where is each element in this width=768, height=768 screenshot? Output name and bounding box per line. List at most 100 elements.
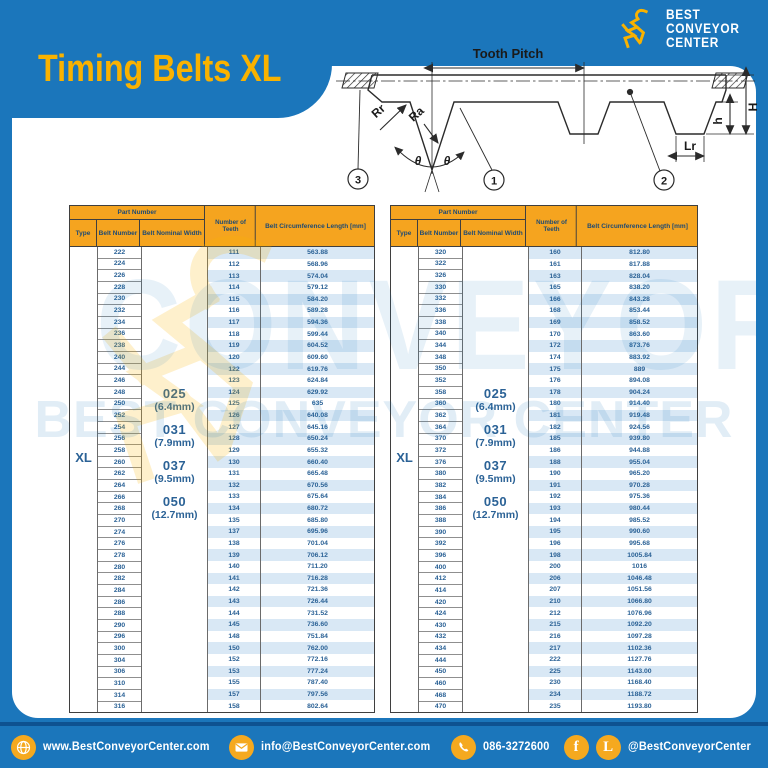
header-belt-nominal-width: Belt Nominal Width	[461, 220, 526, 246]
table-row: 113 574.04	[208, 270, 374, 282]
belt-number-cell: 234	[98, 317, 141, 329]
belt-number-cell: 248	[98, 387, 141, 399]
belt-number-cell: 382	[419, 480, 462, 492]
brand-line-1: BEST	[666, 6, 701, 22]
callout-2-circle	[653, 169, 675, 191]
table-row: 181 919.48	[529, 409, 697, 422]
teeth-cell: 125	[208, 398, 261, 410]
length-cell: 594.36	[307, 319, 328, 327]
length-cell: 797.56	[307, 691, 328, 699]
table-row: 222 1127.76	[529, 653, 697, 666]
table-row: 116 589.28	[208, 305, 374, 317]
teeth-cell: 168	[529, 305, 582, 317]
length-cell: 1188.72	[627, 691, 652, 699]
h-big-label: H	[746, 103, 760, 112]
table-row: 115 584.20	[208, 293, 374, 306]
length-cell: 1016	[631, 563, 648, 571]
belt-number-cell: 434	[419, 643, 462, 655]
length-cell: 894.08	[629, 377, 650, 385]
teeth-cell: 207	[529, 584, 582, 596]
header-part-number: Part Number	[70, 206, 205, 220]
teeth-cell: 180	[529, 398, 582, 410]
length-cell: 680.72	[307, 505, 328, 513]
length-cell: 883.92	[629, 353, 650, 361]
teeth-cell: 200	[529, 560, 582, 573]
table-header: Part Number Type Belt Number Belt Nomina…	[391, 206, 697, 247]
table-row: 196 995.68	[529, 537, 697, 550]
belt-number-cell: 352	[419, 375, 462, 387]
teeth-cell: 133	[208, 491, 261, 503]
table-body: XL 222 224 226 228 230 232 234 236 238 240 244 246 2…	[70, 247, 374, 712]
length-cell: 1127.76	[627, 656, 652, 664]
length-cell: 1168.40	[627, 679, 652, 687]
belt-number-cell: 344	[419, 340, 462, 352]
belt-number-cell: 450	[419, 667, 462, 679]
length-cell: 980.44	[629, 505, 650, 513]
belt-number-cell: 376	[419, 457, 462, 469]
belt-number-cell: 432	[419, 632, 462, 644]
table-row: 206 1046.48	[529, 572, 697, 585]
phone-link[interactable]: 086-3272600	[450, 734, 553, 760]
length-cell: 787.40	[307, 679, 328, 687]
belt-number-cell: 360	[419, 399, 462, 411]
belt-number-cell: 320	[419, 247, 462, 259]
length-cell: 1046.48	[627, 574, 652, 582]
table-row: 141 716.28	[208, 572, 374, 585]
belt-number-cell: 386	[419, 503, 462, 516]
mail-icon	[229, 734, 255, 760]
teeth-cell: 210	[529, 595, 582, 608]
teeth-cell: 112	[208, 258, 261, 271]
teeth-cell: 178	[529, 386, 582, 399]
belt-number-cell: 430	[419, 620, 462, 632]
table-body: XL 320 322 326 330 332 336 338 340 344 348 350 352 3…	[391, 247, 697, 712]
length-cell: 701.04	[307, 539, 328, 547]
teeth-cell: 124	[208, 386, 261, 399]
email-link[interactable]: info@BestConveyorCenter.com	[229, 734, 439, 760]
teeth-cell: 131	[208, 467, 261, 480]
belt-number-cell: 238	[98, 340, 141, 352]
table-row: 210 1066.80	[529, 595, 697, 608]
teeth-cell: 216	[529, 630, 582, 643]
belt-number-cell: 296	[98, 632, 141, 644]
length-cell: 863.60	[629, 330, 650, 338]
table-row: 114 579.12	[208, 281, 374, 294]
length-cell: 640.08	[307, 412, 328, 420]
website-link[interactable]: www.BestConveyorCenter.com	[10, 734, 218, 760]
belt-number-column: 320 322 326 330 332 336 338 340 344 348 350 352 358 3…	[419, 247, 463, 712]
lr-label: Lr	[684, 139, 696, 153]
belt-number-cell: 278	[98, 550, 141, 562]
table-row: 234 1188.72	[529, 688, 697, 701]
belt-profile-diagram: Tooth Pitch Rr Ra θ θ Lr h H 3 1 2	[336, 46, 760, 193]
length-cell: 563.88	[307, 249, 328, 257]
teeth-cell: 222	[529, 653, 582, 666]
belt-number-cell: 256	[98, 434, 141, 446]
teeth-cell: 176	[529, 374, 582, 387]
goat-icon	[621, 9, 649, 49]
belt-number-cell: 362	[419, 410, 462, 422]
table-row: 153 777.24	[208, 665, 374, 678]
type-value: XL	[396, 450, 413, 465]
table-row: 137 695.96	[208, 526, 374, 538]
callout-3-circle	[347, 168, 369, 190]
belt-number-cell: 364	[419, 422, 462, 434]
length-cell: 619.76	[307, 365, 328, 373]
teeth-cell: 126	[208, 409, 261, 422]
teeth-cell: 138	[208, 537, 261, 550]
belt-number-cell: 336	[419, 305, 462, 317]
belt-number-cell: 322	[419, 259, 462, 271]
length-cell: 853.44	[629, 307, 650, 315]
teeth-cell: 160	[529, 247, 582, 259]
length-cell: 645.16	[307, 423, 328, 431]
length-cell: 995.68	[629, 539, 650, 547]
table-row: 174 883.92	[529, 351, 697, 364]
social-links[interactable]: f L @BestConveyorCenter	[563, 734, 757, 760]
teeth-cell: 114	[208, 281, 261, 294]
belt-number-cell: 236	[98, 329, 141, 341]
belt-number-cell: 390	[419, 527, 462, 539]
length-cell: 975.36	[629, 493, 650, 501]
belt-number-cell: 392	[419, 538, 462, 551]
belt-width-option: 031 (7.9mm)	[475, 422, 516, 449]
teeth-cell: 141	[208, 572, 261, 585]
header-number-of-teeth: Number of Teeth	[206, 206, 256, 246]
belt-number-cell: 350	[419, 364, 462, 376]
